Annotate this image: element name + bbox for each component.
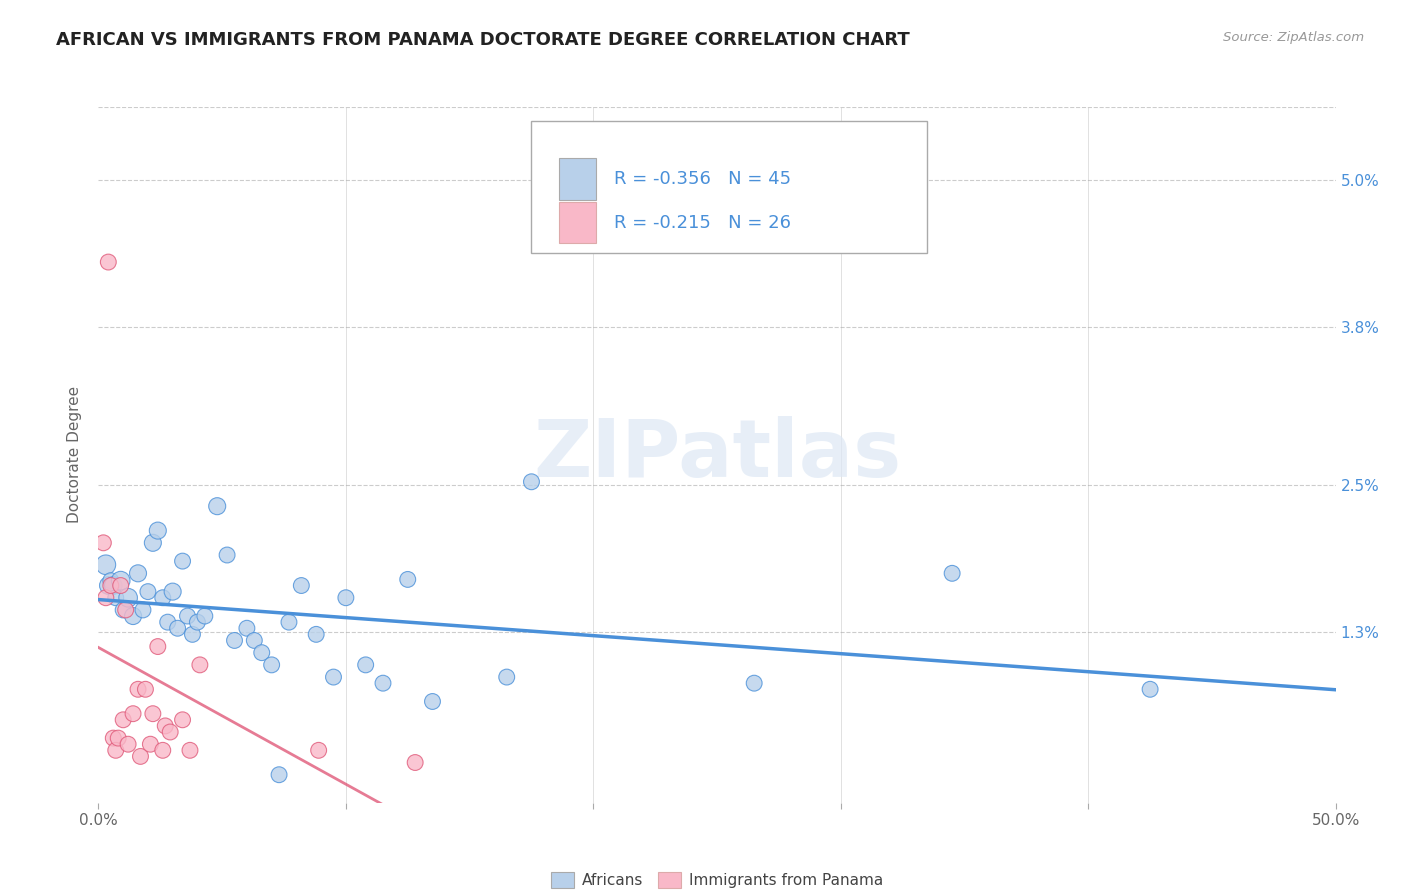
Point [172,713,194,727]
Point [422,694,444,708]
Point [335,591,357,605]
Point [142,536,165,550]
Point [132,603,155,617]
Point [103,731,125,745]
Point [97,255,120,269]
Point [742,676,765,690]
Point [243,633,266,648]
Point [146,524,169,538]
Point [179,743,201,757]
Point [117,737,139,751]
Text: R = -0.215   N = 26: R = -0.215 N = 26 [614,213,792,232]
Y-axis label: Doctorate Degree: Doctorate Degree [67,386,83,524]
Point [97,578,120,592]
Text: AFRICAN VS IMMIGRANTS FROM PANAMA DOCTORATE DEGREE CORRELATION CHART: AFRICAN VS IMMIGRANTS FROM PANAMA DOCTOR… [56,31,910,49]
Point [142,706,165,721]
Point [94,591,117,605]
Point [94,558,117,572]
Point [112,603,135,617]
Point [941,566,963,581]
Point [371,676,394,690]
Point [152,743,174,757]
Point [122,706,145,721]
Point [103,578,125,592]
Point [112,713,135,727]
Point [127,566,149,581]
Point [159,725,181,739]
Point [166,621,188,635]
Point [156,615,179,629]
Point [107,731,129,745]
Point [93,536,115,550]
Point [322,670,344,684]
FancyBboxPatch shape [531,121,928,253]
Point [110,574,132,588]
Point [162,584,184,599]
Point [172,554,194,568]
Point [267,768,290,782]
Point [176,609,198,624]
Point [520,475,543,489]
Point [396,573,419,587]
FancyBboxPatch shape [558,158,596,200]
Point [354,657,377,672]
Point [404,756,426,770]
Point [155,719,177,733]
Point [305,627,328,641]
Point [127,682,149,697]
Point [224,633,246,648]
Point [104,591,127,605]
Point [139,737,162,751]
Point [236,621,259,635]
Point [290,578,312,592]
Point [100,578,122,592]
Point [495,670,517,684]
Point [110,578,132,592]
Point [250,646,273,660]
Point [1139,682,1161,697]
Point [152,591,174,605]
Point [181,627,204,641]
Point [205,499,228,513]
Point [217,548,239,562]
Point [188,657,211,672]
Text: Source: ZipAtlas.com: Source: ZipAtlas.com [1223,31,1364,45]
Point [134,682,156,697]
Point [194,609,217,624]
Point [186,615,208,629]
Point [117,591,139,605]
Point [260,657,283,672]
Text: ZIPatlas: ZIPatlas [533,416,901,494]
Point [136,584,159,599]
Point [129,749,152,764]
Text: R = -0.356   N = 45: R = -0.356 N = 45 [614,169,792,188]
Point [122,609,145,624]
Point [146,640,169,654]
Legend: Africans, Immigrants from Panama: Africans, Immigrants from Panama [546,866,889,892]
FancyBboxPatch shape [558,202,596,244]
Point [278,615,301,629]
Point [100,574,122,588]
Point [104,743,127,757]
Point [114,603,136,617]
Point [308,743,330,757]
